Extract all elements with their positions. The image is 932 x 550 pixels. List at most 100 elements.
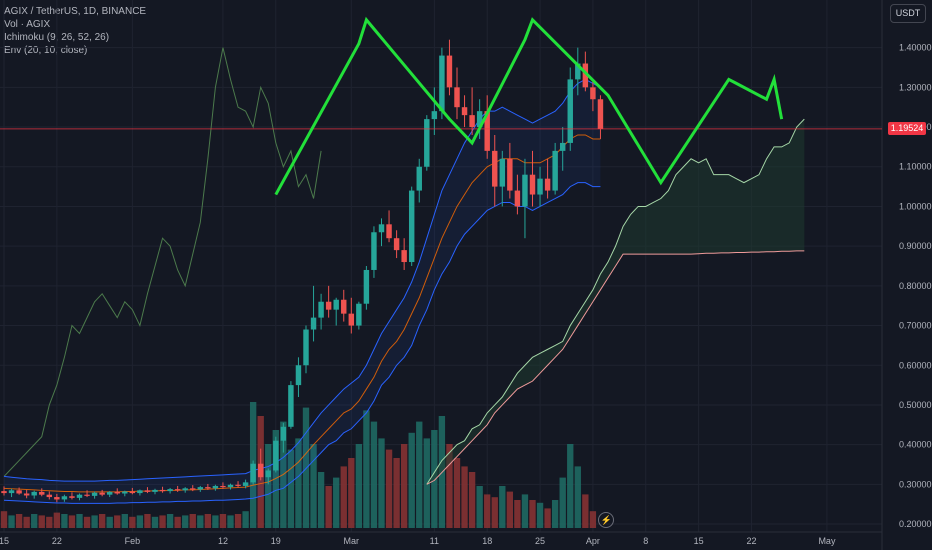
candle-body: [152, 489, 158, 492]
volume-bar: [385, 449, 393, 528]
candle-body: [401, 250, 407, 263]
ichimoku-lagging-span: [3, 47, 322, 477]
volume-bar: [174, 516, 181, 528]
candle-body: [363, 269, 370, 304]
volume-bar: [393, 458, 400, 528]
candle-body: [23, 493, 30, 496]
candle-body: [461, 107, 468, 116]
x-tick-label: 18: [482, 536, 492, 546]
x-tick-label: 25: [535, 536, 545, 546]
legend-symbol[interactable]: AGIX / TetherUS, 1D, BINANCE: [4, 6, 147, 17]
volume-bar: [272, 430, 279, 528]
volume-bar: [53, 512, 61, 528]
volume-bar: [363, 410, 370, 528]
y-tick-label: 0.50000: [899, 400, 932, 410]
y-tick-label: 0.30000: [899, 479, 932, 489]
candle-body: [106, 491, 113, 495]
volume-bar: [453, 458, 461, 528]
volume-bar: [227, 515, 234, 528]
x-tick-label: 22: [746, 536, 756, 546]
candle-body: [190, 488, 196, 490]
candle-body: [529, 174, 536, 195]
y-tick-label: 1.30000: [899, 82, 932, 92]
volume-bar: [468, 472, 476, 528]
candle-body: [318, 301, 324, 318]
volume-bar: [204, 514, 212, 528]
volume-bar: [265, 444, 272, 528]
volume-bar: [68, 515, 76, 528]
candle-body: [454, 87, 460, 108]
candle-body: [220, 485, 226, 488]
volume-bar: [370, 421, 378, 528]
currency-button[interactable]: USDT: [890, 4, 926, 23]
x-tick-label: May: [818, 536, 836, 546]
volume-bar: [106, 516, 113, 528]
volume-bar: [295, 438, 302, 528]
candle-body: [197, 487, 204, 490]
candle-body: [39, 491, 45, 495]
candle-body: [303, 329, 309, 366]
candle-body: [235, 484, 241, 486]
ichimoku-span-a: [426, 118, 805, 485]
candle-body: [159, 489, 166, 492]
y-tick-label: 0.80000: [899, 281, 932, 291]
candle-body: [84, 494, 90, 496]
candle-body: [356, 303, 362, 326]
candle-body: [69, 496, 75, 498]
candle-body: [76, 494, 83, 498]
volume-bar: [559, 477, 566, 528]
x-tick-label: 8: [643, 536, 648, 546]
volume-bar: [23, 516, 30, 528]
volume-bar: [0, 511, 8, 528]
candle-body: [537, 178, 543, 195]
candle-body: [333, 299, 339, 310]
volume-bar: [499, 486, 506, 528]
volume-bar: [423, 438, 430, 528]
y-tick-label: 0.40000: [899, 440, 932, 450]
x-tick-label: 11: [430, 536, 439, 546]
candle-body: [484, 111, 490, 151]
volume-bar: [416, 421, 423, 528]
candle-body: [205, 487, 211, 489]
lightning-icon[interactable]: ⚡: [598, 512, 615, 528]
x-tick-label: 15: [694, 536, 704, 546]
candle-body: [288, 385, 294, 427]
legend-envelope[interactable]: Env (20, 10, close): [4, 45, 88, 56]
y-tick-label: 0.90000: [899, 241, 932, 251]
x-tick-label: 22: [52, 536, 62, 546]
volume-bar: [574, 466, 581, 528]
candle-body: [393, 238, 400, 251]
candle-body: [273, 440, 279, 471]
candle-body: [182, 488, 188, 491]
volume-bar: [484, 494, 491, 528]
candle-body: [439, 55, 445, 112]
candle-body: [212, 485, 219, 489]
volume-bar: [355, 444, 363, 528]
legend-volume[interactable]: Vol · AGIX: [4, 19, 51, 30]
candle-body: [492, 150, 498, 187]
envelope-upper: [3, 78, 601, 482]
candle-body: [341, 299, 347, 314]
candle-body: [242, 482, 249, 486]
envelope-lower: [3, 182, 601, 504]
volume-bar: [551, 500, 559, 528]
y-tick-label: 0.20000: [899, 519, 932, 529]
volume-bar: [197, 515, 204, 528]
volume-bar: [182, 515, 189, 528]
candle-body: [46, 494, 53, 498]
volume-bar: [476, 486, 483, 528]
envelope-fill: [4, 79, 601, 504]
volume-bar: [129, 516, 136, 528]
volume-bar: [582, 494, 589, 528]
candle-body: [522, 174, 528, 207]
volume-bar: [98, 514, 106, 528]
volume-bar: [61, 514, 68, 528]
y-tick-label: 0.70000: [899, 321, 932, 331]
candle-body: [446, 55, 453, 88]
volume-bar: [151, 516, 159, 528]
candle-body: [137, 490, 143, 494]
candle-body: [310, 317, 317, 330]
x-tick-label: 15: [0, 536, 9, 546]
candle-body: [378, 224, 385, 233]
